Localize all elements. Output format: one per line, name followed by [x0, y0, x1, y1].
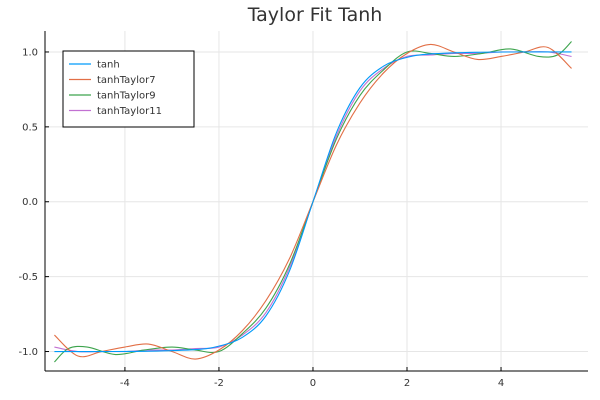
x-tick-label: 0	[310, 378, 316, 389]
series-line-tanh	[54, 51, 572, 353]
x-tick-label: 2	[404, 378, 410, 389]
ticks: -4 -2 0 2 4 -1.0 -0.5 0.0 0.5 1.0	[18, 47, 504, 389]
legend-label: tanhTaylor9	[97, 91, 156, 102]
x-tick-label: 4	[498, 378, 504, 389]
series-layer	[54, 41, 572, 363]
legend-label: tanhTaylor11	[97, 106, 162, 117]
axes	[44, 31, 588, 372]
y-tick-label: -1.0	[18, 347, 38, 358]
y-tick-label: 0.0	[22, 197, 38, 208]
legend-label: tanhTaylor7	[97, 75, 156, 86]
x-tick-label: -2	[214, 378, 224, 389]
y-tick-label: 1.0	[22, 47, 38, 58]
legend: tanh tanhTaylor7 tanhTaylor9 tanhTaylor11	[62, 50, 195, 128]
legend-label: tanh	[97, 60, 120, 71]
chart-title: Taylor Fit Tanh	[247, 4, 383, 26]
x-tick-label: -4	[120, 378, 130, 389]
y-tick-label: 0.5	[22, 122, 38, 133]
legend-entries: tanh tanhTaylor7 tanhTaylor9 tanhTaylor11	[69, 60, 162, 117]
y-tick-label: -0.5	[18, 272, 38, 283]
